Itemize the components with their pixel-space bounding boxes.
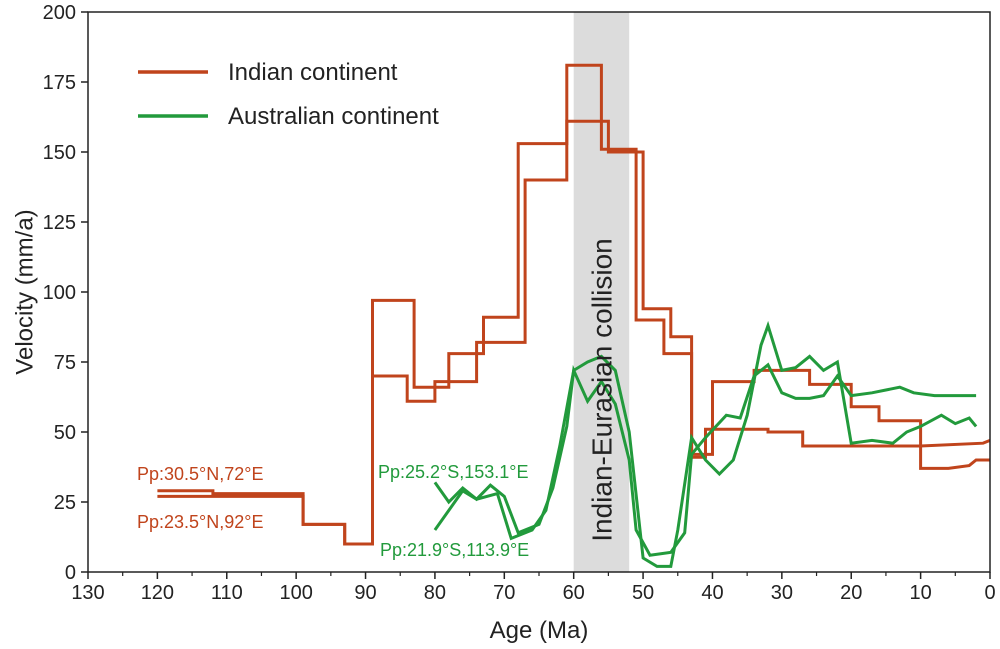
series-annotation: Pp:25.2°S,153.1°E <box>378 462 529 482</box>
y-tick-labels: 0 25 50 75 100 125 150 175 200 <box>43 2 76 584</box>
y-tick-label: 25 <box>54 492 76 514</box>
axis-ticks <box>81 11 991 579</box>
y-tick-label: 200 <box>43 2 76 24</box>
y-tick-label: 150 <box>43 142 76 164</box>
x-tick-labels: 130 120 110 100 90 80 70 60 50 40 30 20 10 0 <box>71 582 995 604</box>
series-line-4 <box>433 320 978 568</box>
y-tick-label: 75 <box>54 352 76 374</box>
x-tick-label: 20 <box>840 582 862 604</box>
x-tick-label: 0 <box>984 582 995 604</box>
legend: Indian continent Australian continent <box>138 59 439 130</box>
y-tick-label: 175 <box>43 72 76 94</box>
y-axis-title: Velocity (mm/a) <box>11 209 38 374</box>
x-tick-label: 50 <box>632 582 654 604</box>
x-tick-label: 110 <box>211 582 243 604</box>
series-annotation: Pp:23.5°N,92°E <box>137 512 263 532</box>
y-tick-label: 50 <box>54 422 76 444</box>
x-tick-label: 90 <box>354 582 376 604</box>
series-line-3 <box>433 362 977 557</box>
x-tick-label: 10 <box>909 582 931 604</box>
y-tick-label: 125 <box>43 212 76 234</box>
series-annotations: Pp:30.5°N,72°E Pp:23.5°N,92°E Pp:25.2°S,15… <box>137 462 529 560</box>
legend-label: Indian continent <box>228 59 398 86</box>
x-axis-title: Age (Ma) <box>490 617 589 644</box>
y-tick-label: 0 <box>65 562 76 584</box>
x-tick-label: 30 <box>771 582 793 604</box>
series-annotation: Pp:30.5°N,72°E <box>137 464 263 484</box>
series-layer <box>157 63 991 568</box>
x-tick-label: 80 <box>424 582 446 604</box>
x-tick-label: 60 <box>563 582 585 604</box>
legend-label: Australian continent <box>228 103 439 130</box>
collision-band-label: Indian-Eurasian collision <box>586 238 617 542</box>
x-tick-label: 120 <box>141 582 174 604</box>
series-annotation: Pp:21.9°S,113.9°E <box>380 540 529 560</box>
y-tick-label: 100 <box>43 282 76 304</box>
x-tick-label: 40 <box>701 582 723 604</box>
x-tick-label: 70 <box>493 582 515 604</box>
plot-frame <box>87 11 991 573</box>
series-line-2 <box>157 63 990 546</box>
x-tick-label: 130 <box>71 582 104 604</box>
x-tick-label: 100 <box>279 582 312 604</box>
